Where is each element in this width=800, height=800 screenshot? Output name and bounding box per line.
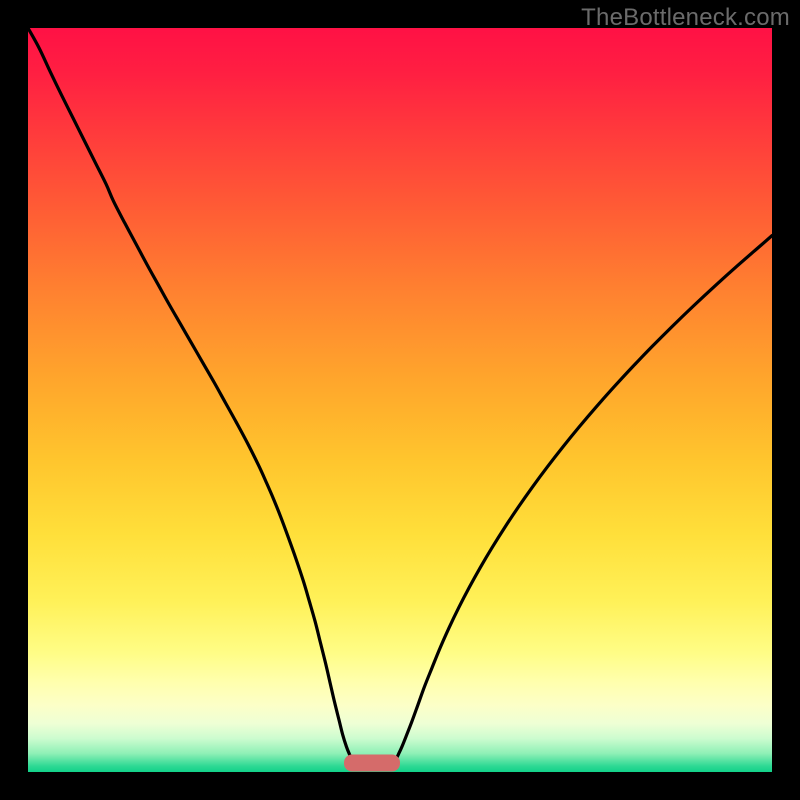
- chart-frame: TheBottleneck.com: [0, 0, 800, 800]
- curve-left-branch: [28, 28, 355, 764]
- bottleneck-curve: [28, 28, 772, 772]
- curve-right-branch: [393, 236, 772, 764]
- plot-area: [28, 28, 772, 772]
- optimal-range-marker: [344, 755, 400, 772]
- watermark-text: TheBottleneck.com: [581, 4, 790, 32]
